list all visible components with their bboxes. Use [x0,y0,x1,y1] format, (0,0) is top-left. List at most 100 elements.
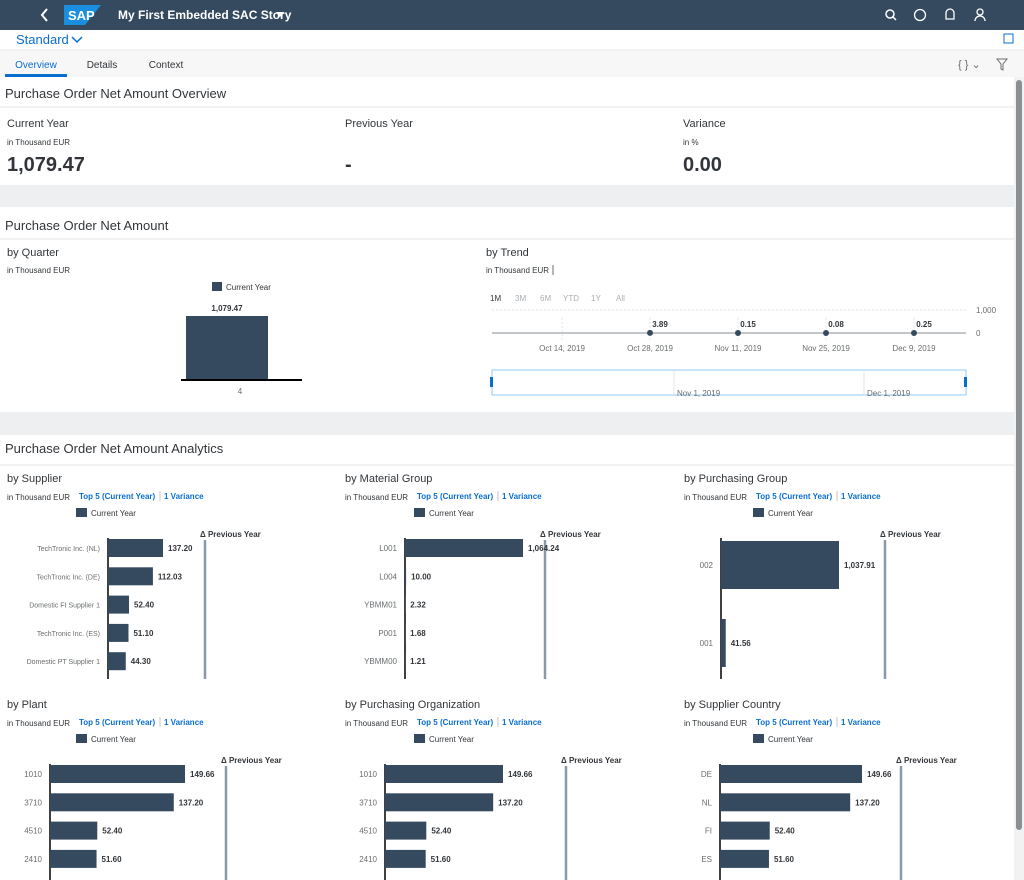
chart-unit: in Thousand EUR [7,266,70,275]
data-label: 149.66 [508,770,533,779]
link[interactable]: 1 Variance [164,718,204,727]
link[interactable]: Top 5 (Current Year) [417,718,494,727]
data-label: 41.56 [731,639,752,648]
link[interactable]: Top 5 (Current Year) [417,492,494,501]
scrollbar-thumb[interactable] [1016,80,1022,830]
range-button[interactable]: YTD [563,294,579,303]
range-button[interactable]: 1M [490,294,501,303]
y-tick-label: 0 [976,329,981,338]
chart-unit: in Thousand EUR [486,266,549,275]
data-label: 0.25 [916,320,932,329]
tab[interactable]: Context [149,60,184,71]
logo-text: SAP [68,8,95,23]
bar [720,821,770,840]
link[interactable]: 1 Variance [164,492,204,501]
y-tick-label: TechTronic Inc. (DE) [36,574,100,581]
link[interactable]: Top 5 (Current Year) [79,718,156,727]
bar [108,652,126,671]
link[interactable]: 1 Variance [502,492,542,501]
bar [108,595,130,614]
kpi-label: Variance [683,118,726,130]
app-title[interactable]: My First Embedded SAC Story [118,8,292,22]
filter-icon[interactable] [995,58,1009,71]
navigator-handle[interactable] [964,377,967,387]
legend-label: Current Year [429,735,474,744]
data-label: 52.40 [431,827,452,836]
navigator-handle[interactable] [490,377,493,387]
y-tick-label: 4510 [359,827,377,836]
y-tick-label: YBMM00 [364,657,397,666]
sap-logo [64,5,101,25]
bar [405,567,407,586]
chart-unit: in Thousand EUR [684,719,747,728]
chart-title: by Trend [486,247,529,259]
tab[interactable]: Overview [15,60,57,71]
variance-label: Δ Previous Year [221,756,282,765]
notification-icon[interactable] [945,8,955,20]
data-point [735,329,741,336]
range-button[interactable]: 6M [540,294,551,303]
y-tick-label: ES [701,855,712,864]
y-tick-label: TechTronic Inc. (ES) [37,631,100,638]
x-tick-label: 4 [238,387,243,396]
y-tick-label: L004 [379,572,397,581]
data-label: 137.20 [498,798,523,807]
bar [108,539,163,557]
variable-icon[interactable]: { } ⌄ [958,59,981,71]
bar [50,765,185,783]
chart-unit: in Thousand EUR [7,493,70,502]
chart-title: by Purchasing Group [684,473,787,485]
link[interactable]: 1 Variance [502,718,542,727]
link[interactable]: 1 Variance [841,718,881,727]
data-point [647,329,653,336]
data-label: 51.60 [102,855,123,864]
tab[interactable]: Details [87,60,118,71]
range-button[interactable]: 3M [515,294,526,303]
variance-label: Δ Previous Year [540,530,601,539]
y-tick-label: 002 [700,561,714,570]
y-tick-label: 1,000 [976,306,997,315]
variance-label: Δ Previous Year [896,756,957,765]
legend-swatch [753,734,764,743]
data-label: 1,037.91 [844,561,876,570]
legend-label: Current Year [429,509,474,518]
data-label: 0.15 [740,320,756,329]
link[interactable]: Top 5 (Current Year) [756,718,833,727]
share-icon[interactable] [1003,33,1014,44]
kpi-label: Previous Year [345,118,413,130]
user-icon[interactable] [976,8,984,16]
y-tick-label: 2410 [359,855,377,864]
data-label: 149.66 [867,770,892,779]
y-tick-label: L001 [379,544,397,553]
data-label: 44.30 [131,657,152,666]
data-label: 51.60 [774,855,795,864]
range-button[interactable]: All [616,294,625,303]
legend-swatch [414,508,425,517]
range-button[interactable]: 1Y [591,294,601,303]
section-title: Purchase Order Net Amount Overview [5,86,227,101]
variant-dropdown[interactable] [71,36,83,44]
chart-title: by Plant [7,699,47,711]
help-icon[interactable] [913,8,927,22]
variant-name[interactable]: Standard [16,32,69,47]
legend-swatch [212,282,222,291]
variance-label: Δ Previous Year [561,756,622,765]
bar [721,541,839,589]
search-icon[interactable] [885,9,895,19]
link[interactable]: Top 5 (Current Year) [79,492,156,501]
back-button[interactable] [40,8,48,22]
title-dropdown[interactable] [276,12,284,17]
legend-swatch [76,508,87,517]
y-tick-label: 2410 [24,855,42,864]
data-label: 137.20 [855,798,880,807]
bar [721,619,726,667]
link[interactable]: 1 Variance [841,492,881,501]
link[interactable]: Top 5 (Current Year) [756,492,833,501]
y-tick-label: 1010 [24,770,42,779]
y-tick-label: 4510 [24,827,42,836]
tab-bar [0,51,1024,77]
bar [50,821,98,840]
data-label: 51.10 [133,629,154,638]
